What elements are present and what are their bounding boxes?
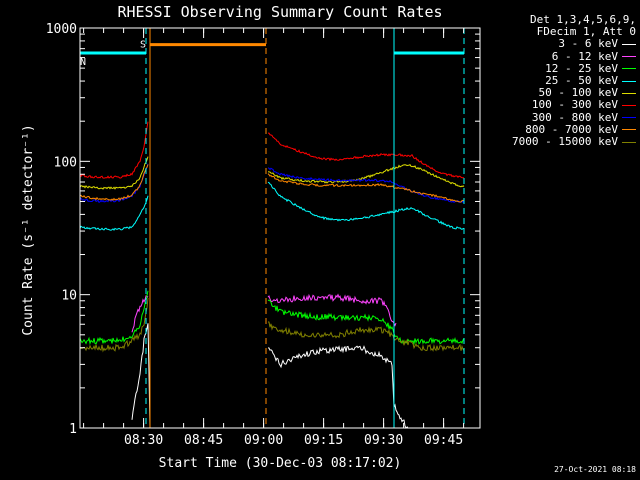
legend-swatch xyxy=(622,68,636,70)
legend-item-9: 7000 - 15000 keV xyxy=(486,135,636,149)
series-line-9-segment-2 xyxy=(267,321,465,352)
legend-item-label: 300 - 800 keV xyxy=(531,110,618,124)
series-line-8-segment-2 xyxy=(267,173,465,203)
y-tick-label-2: 10 xyxy=(61,289,77,304)
legend-item-7: 300 - 800 keV xyxy=(486,110,636,124)
legend-item-label: 6 - 12 keV xyxy=(551,49,618,63)
x-tick-label-1: 08:30 xyxy=(124,433,163,448)
legend-item-label: 12 - 25 keV xyxy=(545,61,618,75)
legend-item-1: 3 - 6 keV xyxy=(486,38,636,50)
legend: Det 1,3,4,5,6,9, FDecim 1, Att 0 3 - 6 k… xyxy=(486,13,636,149)
plot-area: S N 1 10 100 1000 08:30 08:45 09:00 09:15 09:30 09:… xyxy=(46,22,481,448)
footer-timestamp: 27-Oct-2021 08:18 xyxy=(554,465,636,474)
series-line-4-segment-2 xyxy=(267,181,465,230)
y-tick-label-4: 1000 xyxy=(46,22,77,37)
series-line-2-segment-2 xyxy=(267,293,397,327)
legend-item-label: 3 - 6 keV xyxy=(558,37,618,51)
x-tick-label-4: 09:15 xyxy=(304,433,343,448)
y-axis-label: Count Rate (s⁻¹ detector⁻¹) xyxy=(21,124,36,335)
legend-item-3: 12 - 25 keV xyxy=(486,61,636,75)
legend-swatch xyxy=(622,105,636,107)
x-axis-label: Start Time (30-Dec-03 08:17:02) xyxy=(159,456,402,471)
series-line-1-segment-1 xyxy=(131,323,151,428)
series-line-4-segment-1 xyxy=(79,195,149,231)
legend-swatch xyxy=(622,141,636,143)
legend-item-label: 25 - 50 keV xyxy=(545,74,618,88)
series-line-5-segment-2 xyxy=(267,164,465,188)
legend-swatch xyxy=(622,56,636,58)
legend-swatch xyxy=(622,44,636,45)
legend-item-6: 100 - 300 keV xyxy=(486,99,636,111)
legend-item-2: 6 - 12 keV xyxy=(486,49,636,63)
series-line-1-segment-2 xyxy=(267,345,409,429)
legend-item-label: 800 - 7000 keV xyxy=(525,122,618,136)
series-line-7-segment-2 xyxy=(267,167,465,204)
series-line-9-segment-1 xyxy=(79,297,149,353)
legend-header-line-1: Det 1,3,4,5,6,9, xyxy=(530,13,636,26)
x-tick-label-5: 09:30 xyxy=(364,433,403,448)
flag-label-n: N xyxy=(80,57,86,68)
plot-frame xyxy=(79,27,481,429)
y-tick-label-3: 100 xyxy=(54,155,77,170)
legend-swatch xyxy=(622,80,636,82)
series-line-2-segment-1 xyxy=(131,295,149,333)
flag-label-s: S xyxy=(140,40,146,51)
legend-item-label: 7000 - 15000 keV xyxy=(512,135,618,149)
series-line-5-segment-1 xyxy=(79,156,149,190)
legend-item-label: 50 - 100 keV xyxy=(538,86,618,100)
legend-item-label: 100 - 300 keV xyxy=(531,98,618,112)
legend-item-5: 50 - 100 keV xyxy=(486,87,636,99)
chart-title: RHESSI Observing Summary Count Rates xyxy=(117,3,442,21)
x-tick-label-3: 09:00 xyxy=(244,433,283,448)
legend-header-line-2: FDecim 1, Att 0 xyxy=(536,25,636,39)
legend-swatch xyxy=(622,117,636,119)
x-tick-label-2: 08:45 xyxy=(184,433,223,448)
series-line-6-segment-1 xyxy=(79,121,149,179)
series-line-3-segment-2 xyxy=(267,299,465,346)
series-line-6-segment-2 xyxy=(268,132,465,179)
legend-item-8: 800 - 7000 keV xyxy=(486,122,636,136)
series-line-8-segment-1 xyxy=(79,164,149,201)
legend-item-4: 25 - 50 keV xyxy=(486,74,636,88)
series-line-7-segment-1 xyxy=(79,163,149,203)
legend-swatch xyxy=(622,92,636,94)
legend-swatch xyxy=(622,129,636,131)
y-tick-label-1: 1 xyxy=(69,422,77,437)
x-tick-label-6: 09:45 xyxy=(424,433,463,448)
series-line-3-segment-1 xyxy=(79,290,149,346)
